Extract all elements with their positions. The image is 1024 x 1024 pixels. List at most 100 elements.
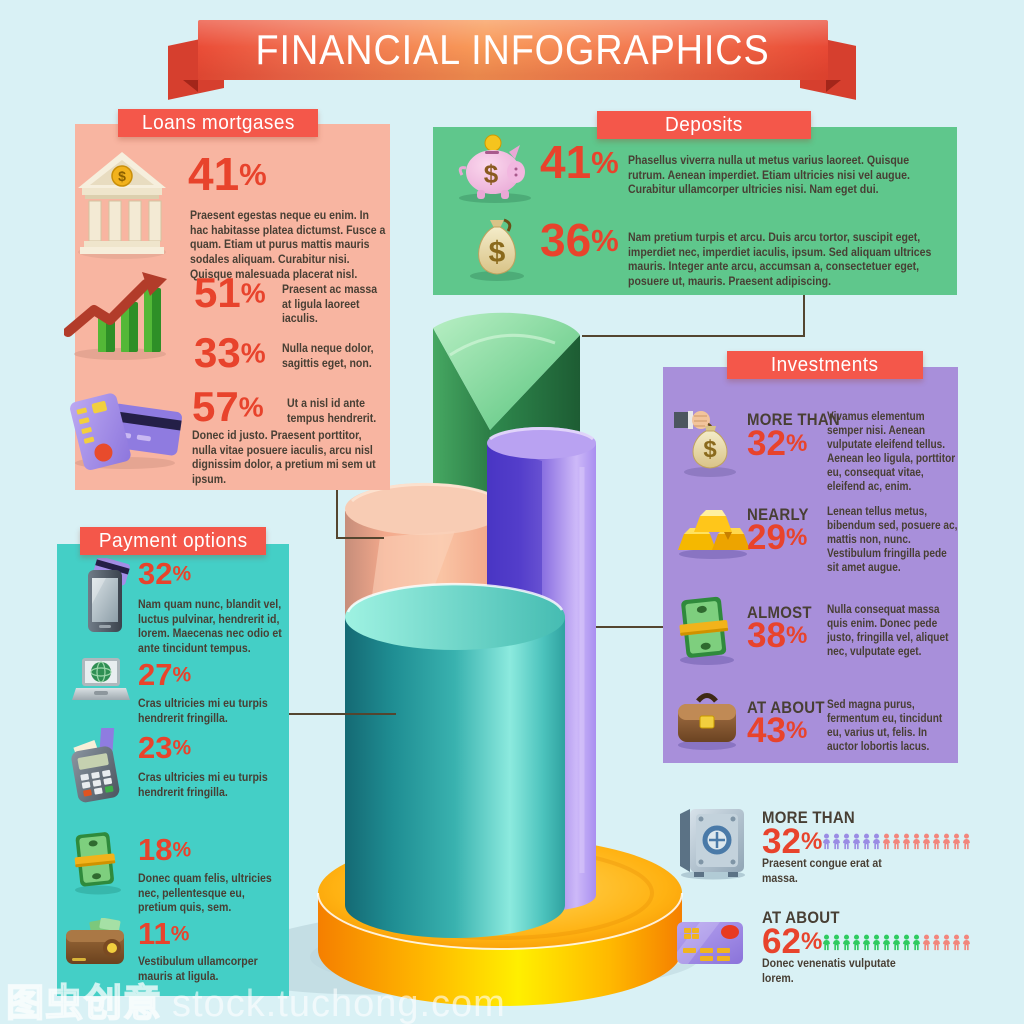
wallet-icon	[66, 918, 124, 964]
connector-investments	[596, 626, 663, 628]
investments-text-3: Sed magna purus, fermentum eu, tincidunt…	[827, 699, 943, 754]
person-icon	[873, 934, 880, 951]
loans-value-41: 41%	[188, 148, 267, 200]
safe-icon	[680, 809, 745, 880]
payment-text-18: Donec quam felis, ultricies nec, pellent…	[138, 871, 272, 915]
person-icon	[953, 833, 960, 850]
page-title: FINANCIAL INFOGRAPHICS	[255, 26, 771, 73]
person-icon	[933, 833, 940, 850]
investments-text-0: Vivamus elementum semper nisi. Aenean vu…	[827, 411, 956, 494]
growth-chart-icon	[64, 272, 167, 360]
credit-cards-icon	[70, 393, 182, 470]
bank-icon: $	[78, 152, 166, 259]
svg-text:$: $	[703, 436, 717, 463]
person-icon	[913, 934, 920, 951]
people-row-0	[822, 832, 972, 850]
watermark: 图虫创意 stock.tuchong.com	[5, 972, 506, 1024]
svg-text:$: $	[489, 236, 506, 269]
investments-value-43: 43%	[747, 711, 808, 750]
people-row-1	[822, 933, 972, 951]
loans-header: Loans mortgases	[118, 109, 318, 137]
person-icon	[843, 833, 850, 850]
person-icon	[873, 833, 880, 850]
payment-value-18: 18%	[138, 832, 192, 867]
ribbon-fold-right	[826, 80, 841, 92]
person-icon	[893, 934, 900, 951]
person-icon	[913, 833, 920, 850]
investments-label-0: MORE THAN	[747, 410, 840, 429]
pos-terminal-icon	[71, 728, 120, 803]
credit-card-icon	[677, 922, 743, 964]
watermark-latin: stock.tuchong.com	[172, 983, 506, 1024]
payment-header: Payment options	[80, 527, 266, 555]
person-icon	[883, 934, 890, 951]
person-icon	[903, 833, 910, 850]
gold-bars-icon	[678, 510, 750, 559]
loans-value-33: 33%	[194, 329, 266, 376]
teal-cylinder	[345, 582, 565, 938]
person-icon	[943, 833, 950, 850]
deposits-panel	[433, 127, 957, 295]
loans-text-57: Donec id justo. Praesent porttitor, null…	[192, 428, 376, 486]
money-bag-icon: $	[470, 218, 524, 281]
svg-text:$: $	[484, 159, 499, 189]
payment-value-11: 11%	[138, 916, 190, 951]
person-icon	[843, 934, 850, 951]
person-icon	[853, 833, 860, 850]
person-icon	[923, 833, 930, 850]
person-icon	[833, 833, 840, 850]
payment-text-23: Cras ultricies mi eu turpis hendrerit fr…	[138, 770, 268, 799]
loans-value-57: 57%	[192, 383, 264, 430]
person-icon	[923, 934, 930, 951]
person-icon	[903, 934, 910, 951]
deposits-value-41: 41%	[540, 136, 619, 188]
person-icon	[833, 934, 840, 951]
person-icon	[863, 934, 870, 951]
banknote-stack-icon	[74, 832, 121, 895]
payment-value-27: 27%	[138, 657, 192, 692]
person-icon	[863, 833, 870, 850]
person-icon	[883, 833, 890, 850]
laptop-icon	[72, 658, 130, 700]
briefcase-icon	[678, 693, 736, 750]
footer-value-62: 62%	[762, 922, 823, 961]
footer-label-0: MORE THAN	[762, 808, 855, 827]
person-icon	[963, 934, 970, 951]
deposits-text-36: Nam pretium turpis et arcu. Duis arcu to…	[628, 230, 932, 288]
footer-label-1: AT ABOUT	[762, 908, 840, 927]
investments-label-1: NEARLY	[747, 505, 809, 524]
piggy-bank-icon: $	[458, 134, 531, 203]
title-ribbon: FINANCIAL INFOGRAPHICS	[198, 20, 828, 80]
payment-value-23: 23%	[138, 730, 192, 765]
deposits-text-41: Phasellus viverra nulla ut metus varius …	[628, 153, 910, 197]
person-icon	[823, 934, 830, 951]
hand-money-bag-icon: $	[674, 411, 736, 477]
cylinder-chart	[250, 312, 700, 1006]
connector-deposits-h	[582, 335, 805, 337]
payment-text-27: Cras ultricies mi eu turpis hendrerit fr…	[138, 696, 268, 725]
person-icon	[853, 934, 860, 951]
phone-card-icon	[88, 558, 130, 632]
connector-payment	[289, 713, 396, 715]
watermark-cjk: 图虫创意	[5, 982, 163, 1024]
payment-text-11: Vestibulum ullamcorper mauris at ligula.	[138, 954, 258, 983]
footer-text-1: Donec venenatis vulputate lorem.	[762, 956, 896, 985]
loans-text-41: Praesent egestas neque eu enim. In hac h…	[190, 208, 386, 281]
payment-text-32: Nam quam nunc, blandit vel, luctus pulvi…	[138, 597, 282, 655]
payment-value-32: 32%	[138, 556, 192, 591]
ribbon-fold-left	[183, 80, 198, 92]
person-icon	[893, 833, 900, 850]
person-icon	[953, 934, 960, 951]
investments-value-29: 29%	[747, 518, 808, 557]
loans-text-33: Nulla neque dolor, sagittis eget, non.	[282, 341, 374, 370]
investments-text-2: Nulla consequat massa quis enim. Donec p…	[827, 604, 949, 659]
connector-deposits-v	[803, 295, 805, 337]
person-icon	[823, 833, 830, 850]
deposits-header: Deposits	[597, 111, 811, 139]
investments-value-32: 32%	[747, 424, 808, 463]
investments-label-2: ALMOST	[747, 603, 812, 622]
person-icon	[963, 833, 970, 850]
deposits-value-36: 36%	[540, 214, 619, 266]
investments-text-1: Lenean tellus metus, bibendum sed, posue…	[827, 506, 958, 575]
